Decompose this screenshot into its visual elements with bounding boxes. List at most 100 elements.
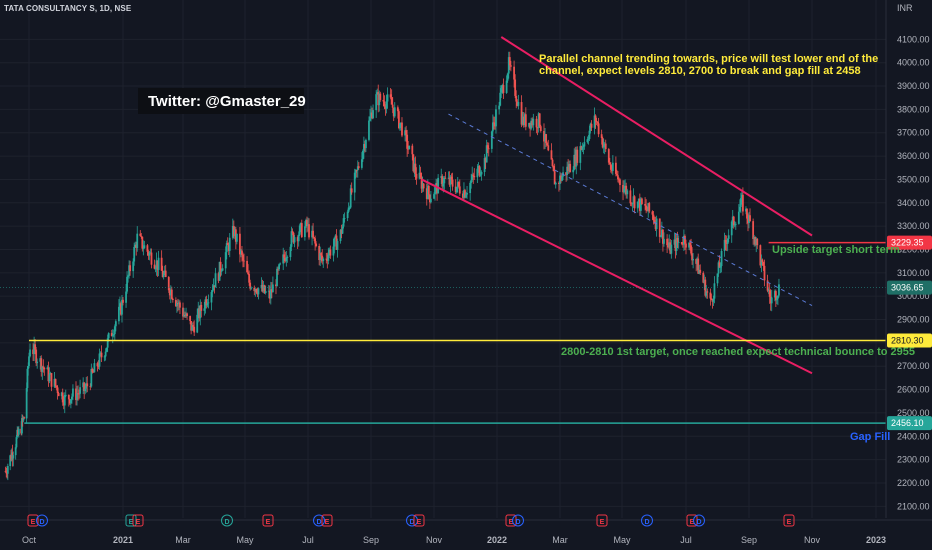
candle-body [421,183,424,189]
candle-body [413,163,416,172]
candle-body [531,120,534,126]
candle-body [174,299,177,307]
candle-series [4,51,780,481]
price-axis[interactable]: 2100.00 2200.00 2300.00 2400.00 2500.00 2600.… [885,0,932,550]
candle-body [689,242,691,246]
candle-body [717,262,720,274]
candle-body [443,177,446,184]
time-tick-label: 2021 [113,535,133,545]
candle-body [450,176,453,180]
candle-body [568,164,571,171]
candle-body [440,176,443,178]
candle-body [39,358,42,362]
candle-body [341,226,344,234]
candle-body [778,284,780,296]
candle-body [90,368,93,387]
candle-body [498,105,501,110]
candle-body [411,145,414,155]
candle-body [709,292,712,299]
candle-body [560,175,562,181]
candle-body [447,177,450,179]
candle-body [34,344,37,350]
candle-body [638,198,641,211]
price-tick-label: 2500.00 [897,408,930,418]
candle-body [269,289,272,299]
candle-body [286,257,289,258]
earnings-marker-label: E [417,519,422,526]
candle-body [651,211,654,215]
candle-body [763,265,766,281]
candle-body [54,378,57,386]
candle-body [154,268,157,270]
candle-body [254,288,257,292]
candle-body [463,190,465,198]
earnings-marker-label: E [787,519,792,526]
candle-body [203,308,206,311]
candle-body [576,149,579,163]
time-axis[interactable]: Oct 2021 Mar May Jul Sep Nov 2022 Mar May Jul Sep No… [0,519,932,545]
candle-body [392,107,395,117]
candle-body [289,246,292,258]
candle-body [55,385,58,388]
candle-body [291,231,294,233]
candle-body [401,122,403,136]
candle-body [6,466,9,474]
candle-body [93,363,96,373]
candle-body [391,104,394,108]
candle-body [329,249,332,256]
candle-body [371,112,373,119]
candle-body [493,122,495,124]
candle-body [157,257,160,270]
candle-body [465,194,467,198]
candle-body [572,169,575,173]
candle-body [422,183,425,189]
candle-body [299,223,302,226]
candle-body [293,237,296,243]
candle-body [579,146,582,163]
candle-body [233,229,236,237]
candle-body [204,299,207,309]
candle-body [720,250,723,267]
candle-body [616,173,618,176]
candle-body [688,242,690,248]
candle-body [14,447,17,456]
candle-body [617,175,619,180]
candle-body [456,181,459,187]
candle-body [654,221,657,230]
candle-body [243,260,245,262]
candle-body [748,215,750,224]
candle-body [404,130,406,136]
candle-body [768,290,771,297]
candle-body [186,313,188,317]
candle-body [170,289,173,299]
candle-body [68,399,71,404]
candle-body [553,171,556,185]
candle-body [520,102,523,125]
candle-body [718,262,721,268]
candle-body [602,146,605,148]
candle-body [622,184,624,193]
candle-body [271,284,274,293]
candle-body [711,299,714,302]
candle-body [304,226,306,238]
candle-body [669,242,672,254]
candle-body [275,284,277,287]
candle-body [76,393,78,400]
candle-body [133,246,136,262]
candle-body [575,149,578,167]
candle-body [393,107,396,117]
candle-body [192,325,195,327]
level-tag-bg [887,333,932,348]
candle-body [72,388,74,397]
candle-body [716,273,719,284]
earnings-marker-label: E [129,519,134,526]
candle-body [597,123,600,135]
candle-body [250,287,253,289]
candle-body [218,261,221,281]
candle-body [332,246,335,256]
candle-body [21,418,23,434]
candle-body [356,166,359,171]
dividend-marker-label: D [515,519,520,526]
candle-body [248,274,251,283]
